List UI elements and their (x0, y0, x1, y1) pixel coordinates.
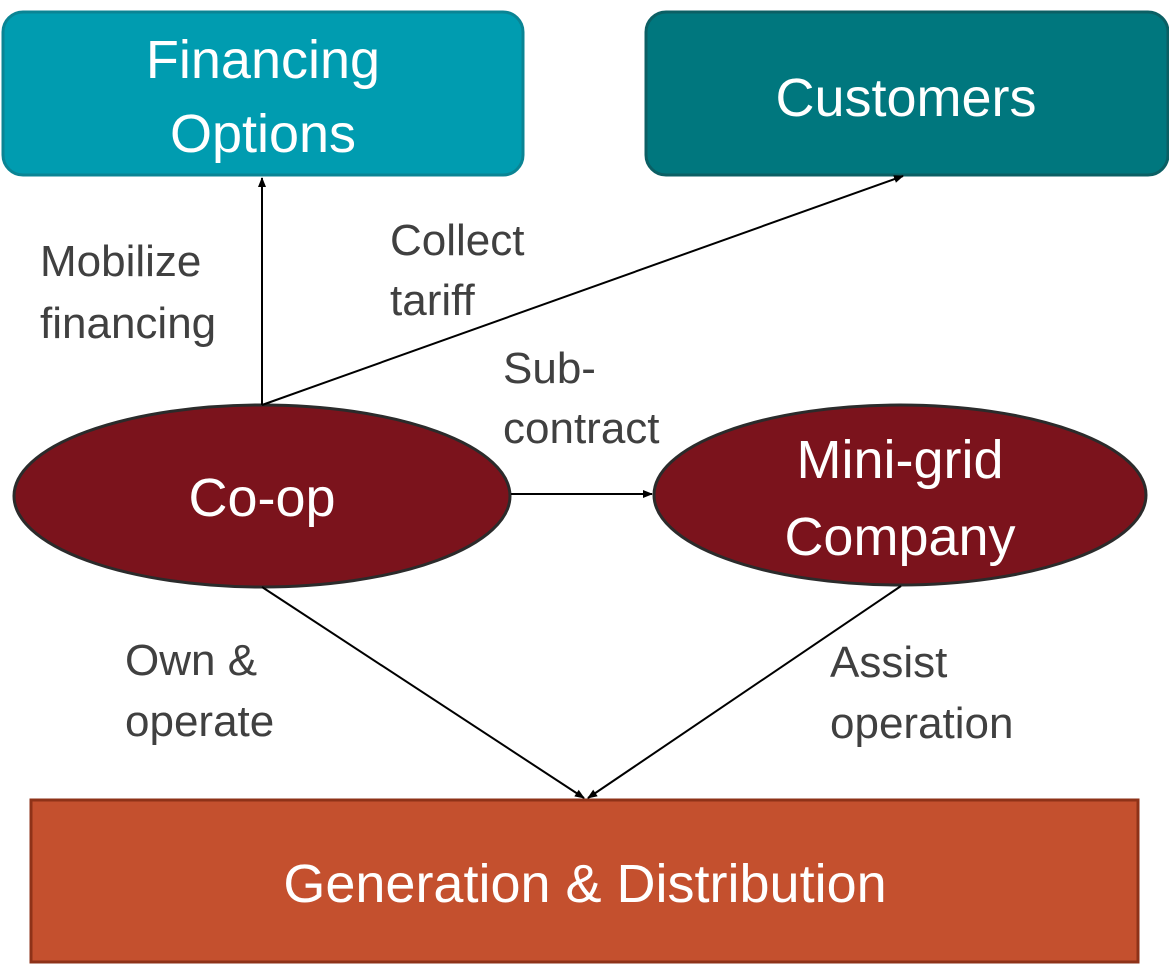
financing-options-label-line-1: Financing (146, 30, 380, 90)
minigrid-company-node: Mini-grid Company (652, 403, 1148, 587)
customers-box (644, 10, 1169, 177)
customers-label: Customers (775, 68, 1036, 128)
collect-tariff-label-line-2: tariff (390, 276, 476, 325)
assist-operation-label: Assist operation (830, 638, 1013, 748)
subcontract-label: Sub- contract (503, 344, 660, 453)
generation-distribution-node: Generation & Distribution (29, 798, 1140, 964)
mobilize-financing-label-line-1: Mobilize (40, 237, 201, 286)
generation-distribution-box (29, 798, 1140, 964)
collect-tariff-arrow (261, 175, 904, 406)
customers-node: Customers (644, 10, 1169, 177)
subcontract-label-line-1: Sub- (503, 344, 596, 393)
own-operate-arrow (261, 586, 585, 799)
subcontract-label-line-2: contract (503, 404, 660, 453)
collect-tariff-label-line-1: Collect (390, 216, 525, 265)
financing-options-node: Financing Options (1, 10, 525, 177)
minigrid-company-label-line-2: Company (784, 507, 1015, 567)
minigrid-company-ellipse (652, 403, 1148, 587)
own-operate-label-line-2: operate (125, 697, 274, 746)
minigrid-company-label-line-1: Mini-grid (796, 430, 1003, 490)
coop-node: Co-op (12, 403, 512, 589)
financing-options-label-line-2: Options (170, 104, 356, 164)
financing-options-box (1, 10, 525, 177)
generation-distribution-label: Generation & Distribution (283, 854, 886, 914)
assist-operation-label-line-2: operation (830, 699, 1013, 748)
assist-operation-arrow (587, 585, 902, 799)
own-operate-label: Own & operate (125, 636, 274, 746)
collect-tariff-label: Collect tariff (390, 216, 525, 325)
mobilize-financing-label: Mobilize financing (40, 237, 216, 348)
assist-operation-label-line-1: Assist (830, 638, 947, 687)
own-operate-label-line-1: Own & (125, 636, 257, 685)
coop-label: Co-op (188, 468, 335, 528)
mobilize-financing-label-line-2: financing (40, 299, 216, 348)
